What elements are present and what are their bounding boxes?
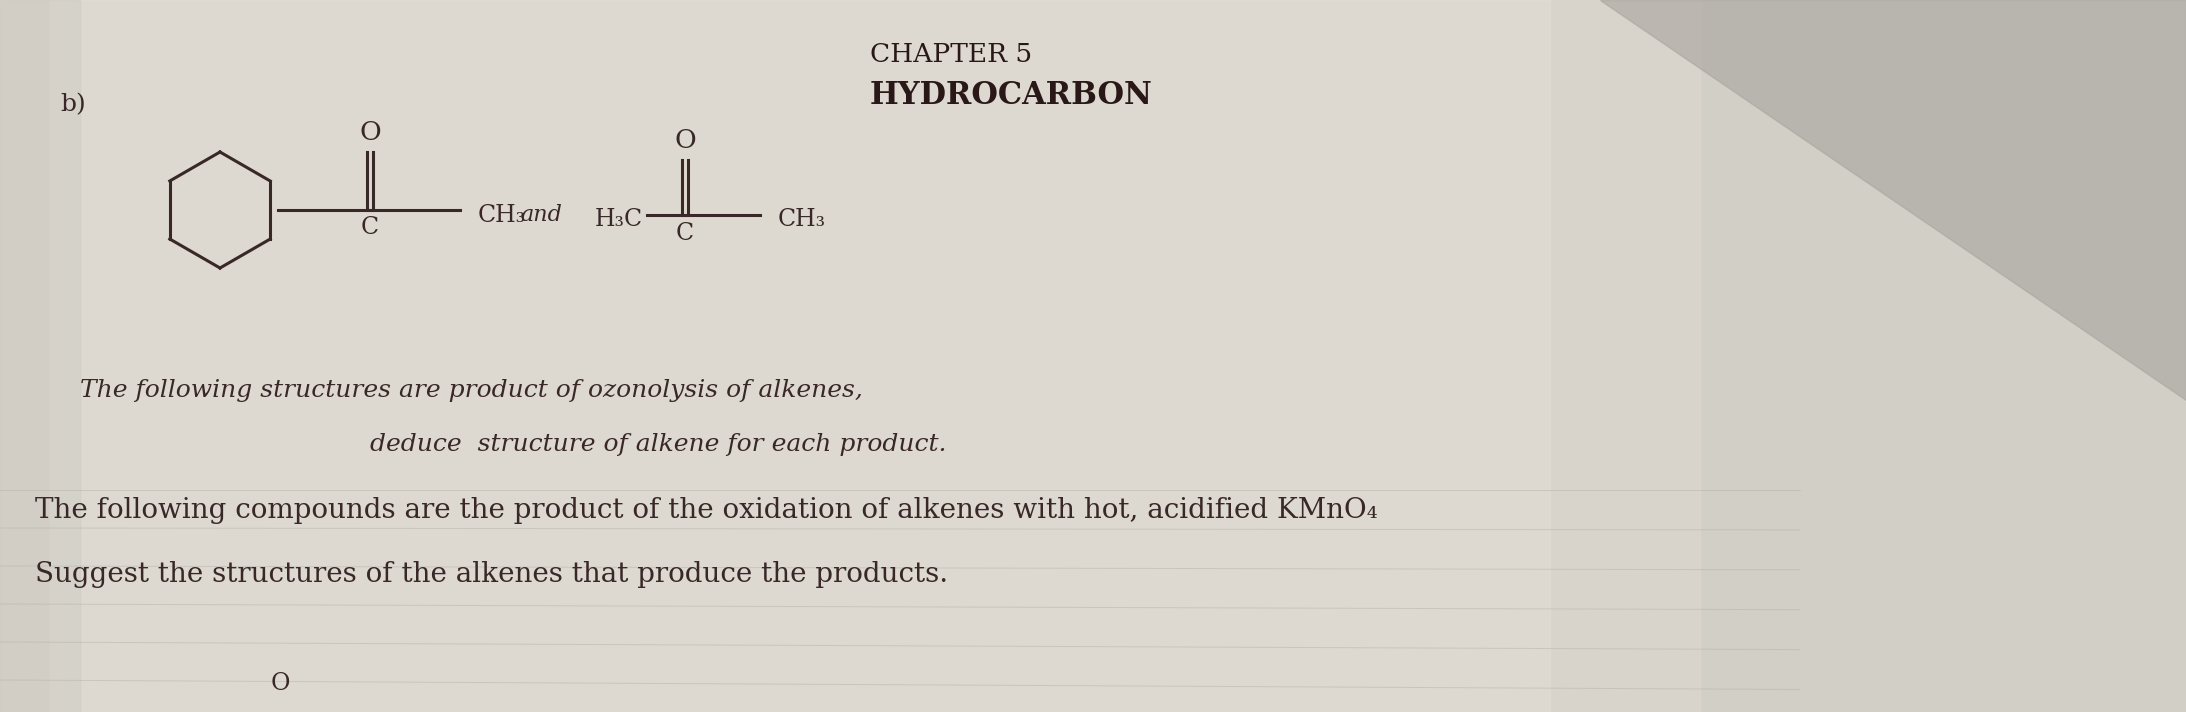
- Text: deduce  structure of alkene for each product.: deduce structure of alkene for each prod…: [369, 434, 947, 456]
- Text: HYDROCARBON: HYDROCARBON: [870, 80, 1152, 110]
- Text: Suggest the structures of the alkenes that produce the products.: Suggest the structures of the alkenes th…: [35, 562, 949, 589]
- Text: O: O: [271, 672, 291, 695]
- Text: The following structures are product of ozonolysis of alkenes,: The following structures are product of …: [81, 379, 863, 402]
- Polygon shape: [1600, 0, 2186, 400]
- Text: b): b): [59, 93, 85, 117]
- Text: CHAPTER 5: CHAPTER 5: [870, 43, 1032, 68]
- Text: H₃C: H₃C: [595, 209, 643, 231]
- Text: CH₃: CH₃: [778, 209, 826, 231]
- Text: O: O: [673, 127, 695, 152]
- Text: C: C: [361, 216, 378, 239]
- Bar: [0, 0, 81, 712]
- Text: C: C: [675, 221, 695, 244]
- Text: and: and: [520, 204, 562, 226]
- Bar: [50, 0, 1550, 712]
- Text: CH₃: CH₃: [479, 204, 527, 226]
- Bar: [0, 0, 1701, 712]
- Text: O: O: [359, 120, 380, 145]
- Text: The following compounds are the product of the oxidation of alkenes with hot, ac: The following compounds are the product …: [35, 496, 1377, 523]
